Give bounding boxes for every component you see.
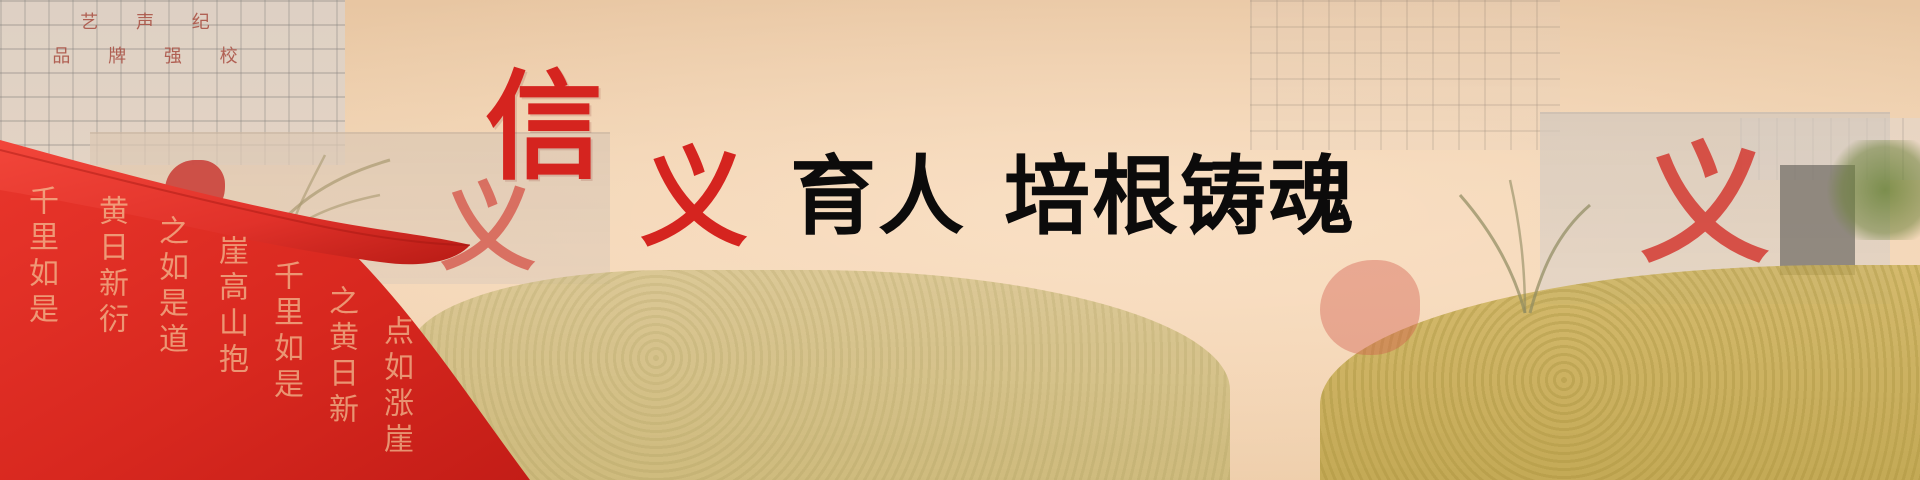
headline-slogan: 育人 培根铸魂: [790, 154, 1356, 240]
tree-right: [1825, 140, 1920, 240]
curled-red-corner: [0, 140, 530, 480]
headline-char-yi: 义: [640, 137, 749, 262]
building-sign: 艺 声 纪 品 牌 强 校: [38, 6, 268, 98]
hedge-left: [410, 270, 1230, 480]
building-sign-line-2: 品 牌 强 校: [52, 46, 254, 67]
building-sign-line-1: 艺 声 纪: [80, 12, 226, 33]
headline-char-xin: 信: [485, 58, 604, 196]
red-sculpture-char-left: 义: [440, 172, 536, 284]
headline-part-peigen: 培根铸魂: [1004, 147, 1356, 247]
headline-part-yuren: 育人: [790, 147, 966, 247]
red-sculpture-blob-faded: [1320, 260, 1420, 355]
background-building-right: [1250, 0, 1560, 150]
orchid-sculpture-right: [1458, 179, 1591, 314]
red-sculpture-char-right: 义: [1640, 129, 1771, 281]
